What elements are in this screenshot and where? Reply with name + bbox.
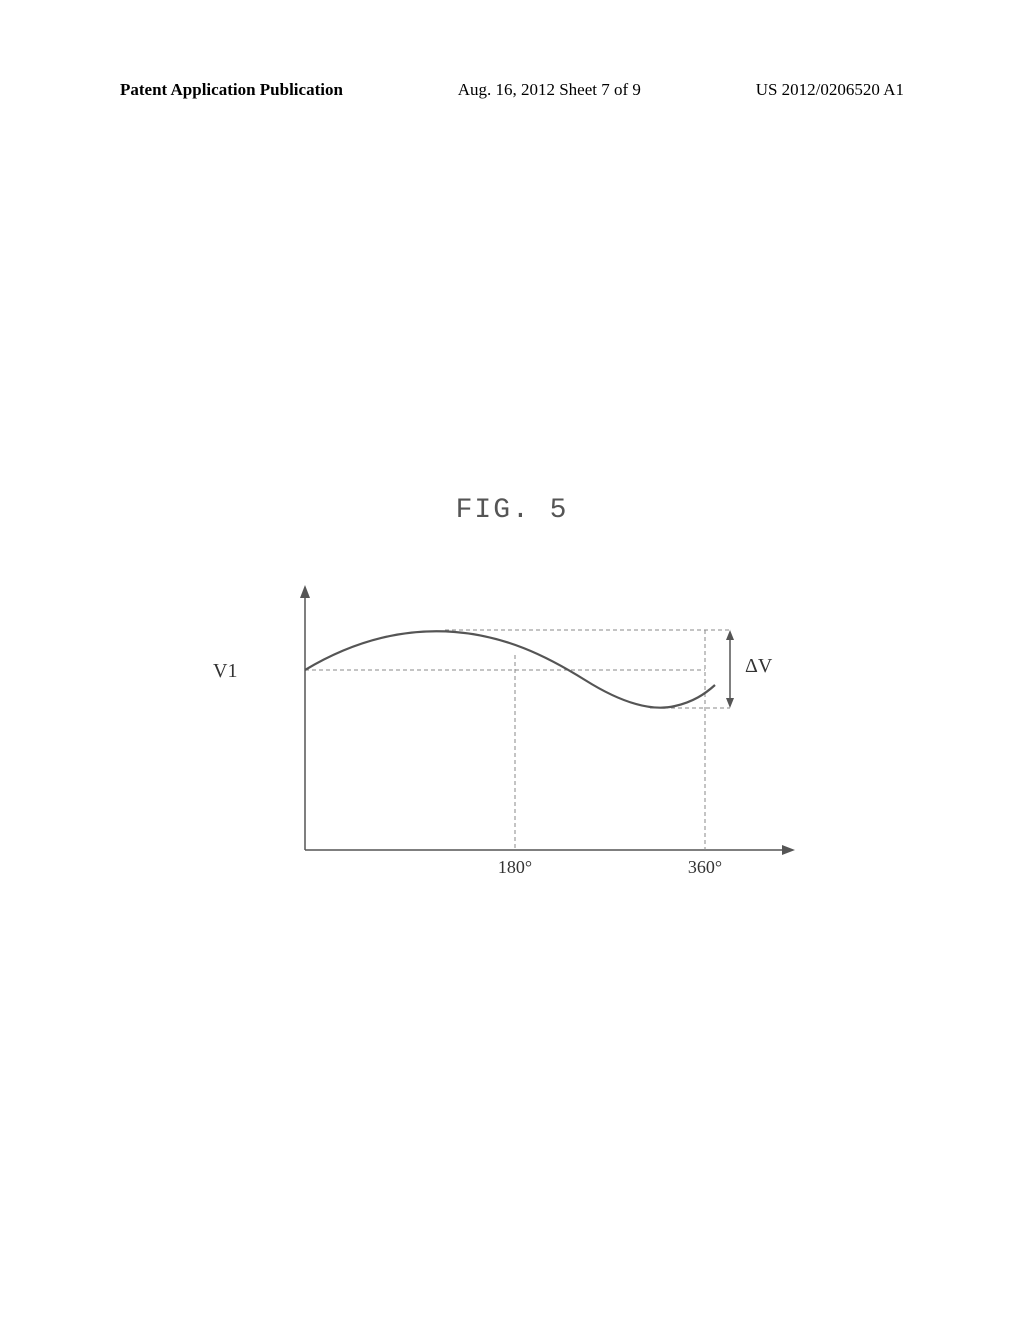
- chart-svg: 180° 360°: [245, 580, 835, 910]
- y-axis-label-v1: V1: [213, 660, 237, 683]
- delta-v-label: ΔV: [745, 655, 772, 678]
- header-patent-number: US 2012/0206520 A1: [756, 80, 904, 100]
- curve: [305, 631, 715, 707]
- chart-container: 180° 360° V1 ΔV: [245, 580, 835, 910]
- x-axis-arrow: [782, 845, 795, 855]
- header-publication-label: Patent Application Publication: [120, 80, 343, 100]
- header-date-sheet: Aug. 16, 2012 Sheet 7 of 9: [458, 80, 641, 100]
- x-tick-180: 180°: [498, 857, 532, 877]
- figure-title: FIG. 5: [456, 495, 569, 526]
- delta-v-arrow-down: [726, 698, 734, 708]
- page-header: Patent Application Publication Aug. 16, …: [0, 80, 1024, 100]
- y-axis-arrow: [300, 585, 310, 598]
- x-tick-360: 360°: [688, 857, 722, 877]
- delta-v-arrow-up: [726, 630, 734, 640]
